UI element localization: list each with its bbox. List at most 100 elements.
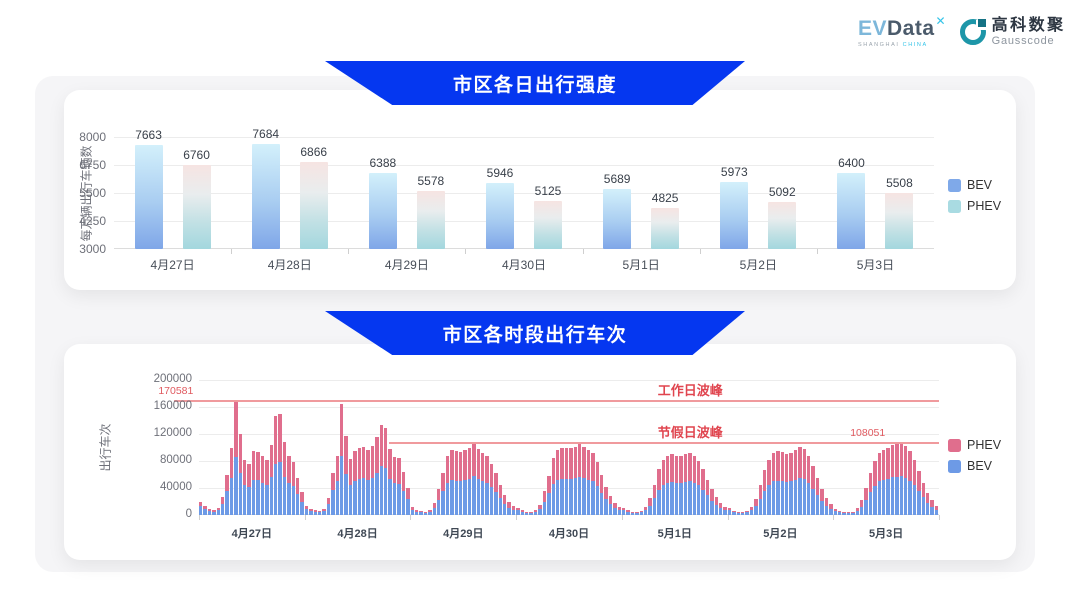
phev-segment <box>710 489 714 501</box>
hour-bar <box>287 380 291 515</box>
bev-segment <box>551 483 555 515</box>
bev-segment <box>300 501 304 515</box>
phev-segment <box>533 510 538 512</box>
legend-item-bev[interactable]: BEV <box>948 459 1001 473</box>
bev-segment <box>467 479 472 515</box>
bev-segment <box>348 484 353 515</box>
hour-bar <box>807 380 811 515</box>
hour-bar <box>881 380 886 515</box>
x-axis-tick <box>833 515 835 520</box>
hour-bar <box>331 380 335 515</box>
phev-segment <box>282 442 287 477</box>
bev-segment <box>723 510 727 515</box>
bev-segment <box>736 512 740 515</box>
phev-segment <box>802 448 807 480</box>
hour-bar <box>701 380 705 515</box>
bev-segment <box>555 479 560 515</box>
phev-segment <box>340 404 344 456</box>
bev-segment <box>317 512 322 515</box>
phev-segment <box>450 450 454 480</box>
phev-segment <box>353 450 357 481</box>
hour-bar <box>489 380 494 515</box>
bev-segment <box>842 512 846 515</box>
phev-segment <box>661 459 666 486</box>
phev-segment <box>736 511 740 513</box>
hour-bar <box>423 380 428 515</box>
gausscode-text: 高科数聚 Gausscode <box>992 17 1066 47</box>
phev-segment <box>428 509 432 512</box>
bev-segment <box>577 476 582 515</box>
phev-segment <box>392 456 397 484</box>
legend-item-phev[interactable]: PHEV <box>948 438 1001 452</box>
bev-segment <box>780 481 785 515</box>
phev-segment <box>785 454 789 482</box>
bev-segment <box>582 477 586 515</box>
bev-bar <box>486 183 514 249</box>
phev-segment <box>445 455 450 483</box>
bev-segment <box>824 505 829 515</box>
hour-bar <box>229 380 234 515</box>
phev-segment <box>740 512 745 513</box>
phev-segment <box>604 486 608 500</box>
bev-segment <box>793 479 798 515</box>
gridline <box>114 165 934 166</box>
phev-segment <box>423 511 428 513</box>
bev-segment <box>225 490 229 515</box>
hour-bar <box>670 380 674 515</box>
legend-item-bev[interactable]: BEV <box>948 178 1001 192</box>
evdata-wordmark: EV Data ✕ <box>858 14 946 39</box>
phev-value-label: 5125 <box>534 184 562 199</box>
gausscode-square <box>977 19 986 28</box>
chart1-banner: 市区各日出行强度 <box>325 61 745 105</box>
hour-bar <box>696 380 701 515</box>
hour-bar <box>560 380 564 515</box>
phev-segment <box>511 505 516 510</box>
phev-segment <box>886 447 890 479</box>
bev-segment <box>256 479 260 515</box>
bev-segment <box>622 510 626 515</box>
phev-segment <box>776 450 780 481</box>
bev-segment <box>732 512 736 515</box>
bev-segment <box>410 509 414 515</box>
bev-segment <box>877 481 881 515</box>
hour-bar <box>820 380 824 515</box>
legend-item-phev[interactable]: PHEV <box>948 199 1001 213</box>
hour-bar <box>313 380 317 515</box>
hour-bar <box>300 380 304 515</box>
hour-bar <box>322 380 326 515</box>
phev-segment <box>763 470 767 491</box>
bev-segment <box>436 500 441 515</box>
bev-segment <box>657 490 661 515</box>
bev-segment <box>881 479 886 515</box>
hour-bar <box>714 380 718 515</box>
phev-segment <box>397 458 401 484</box>
evdata-x-icon: ✕ <box>935 14 946 28</box>
bev-bar <box>720 182 749 249</box>
phev-segment <box>225 474 229 491</box>
phev-bar <box>768 202 797 249</box>
phev-segment <box>507 501 511 508</box>
y-axis-tick-label: 6750 <box>79 158 106 172</box>
phev-segment <box>586 449 591 480</box>
bev-segment <box>595 485 599 515</box>
phev-segment <box>648 498 652 506</box>
hour-bar <box>481 380 485 515</box>
phev-segment <box>630 511 635 513</box>
phev-segment <box>498 484 503 499</box>
phev-segment <box>410 506 414 510</box>
bev-segment <box>829 508 833 515</box>
bev-segment <box>626 511 630 515</box>
bev-segment <box>666 482 670 515</box>
legend-swatch-phev <box>948 438 961 452</box>
phev-segment <box>701 469 705 491</box>
bev-segment <box>326 504 331 515</box>
phev-segment <box>670 454 674 482</box>
phev-segment <box>895 444 899 477</box>
x-axis-day-label: 4月28日 <box>337 528 378 540</box>
hour-bar <box>379 380 384 515</box>
phev-segment <box>674 455 679 483</box>
hour-bar <box>516 380 520 515</box>
bev-segment <box>873 485 877 515</box>
bev-segment <box>547 493 551 515</box>
phev-segment <box>388 448 392 480</box>
